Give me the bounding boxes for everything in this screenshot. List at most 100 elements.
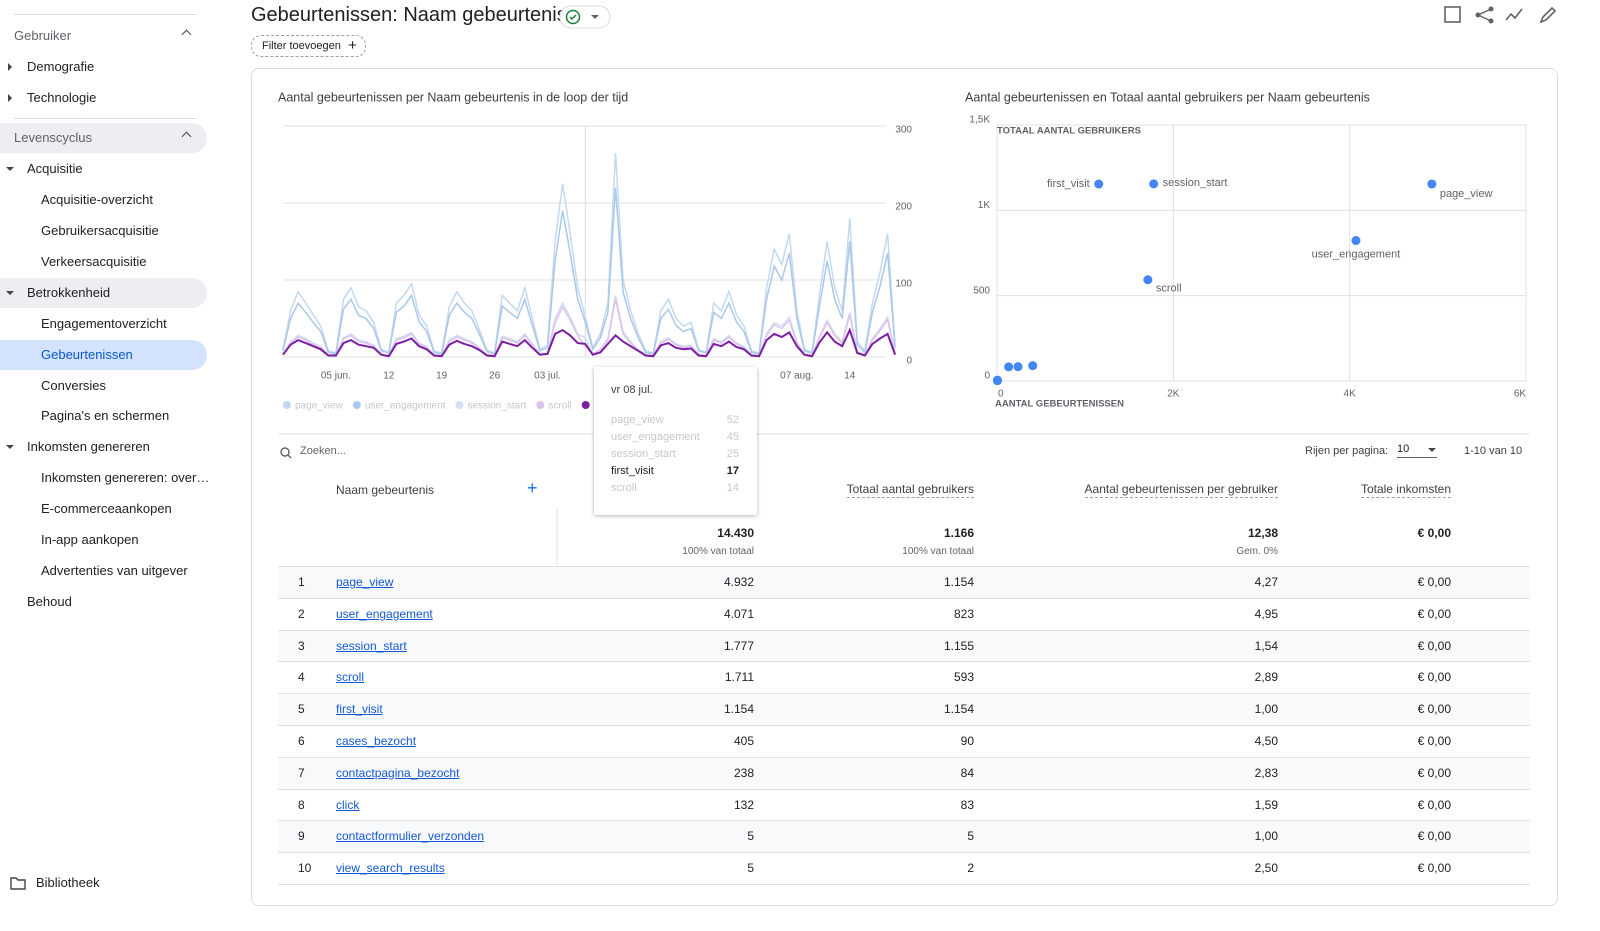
x-tick-label: 26 bbox=[489, 371, 501, 382]
table-row bbox=[278, 597, 1530, 630]
nav-item[interactable]: Gebruiker bbox=[14, 28, 72, 43]
nav-item[interactable]: Behoud bbox=[27, 594, 72, 609]
y-axis-title: TOTAAL AANTAL GEBRUIKERS bbox=[997, 126, 1141, 137]
nav-highlight bbox=[0, 278, 207, 308]
nav-item[interactable]: Levenscyclus bbox=[14, 130, 93, 145]
tooltip: vr 08 jul. page_view 52 user_engagement 45 s… bbox=[594, 367, 757, 515]
row-index: 4 bbox=[298, 670, 305, 685]
nav-item[interactable]: Demografie bbox=[27, 59, 95, 74]
nav-item[interactable]: Inkomsten genereren: over… bbox=[41, 470, 210, 485]
x-tick-label: 19 bbox=[436, 371, 448, 382]
nav-item[interactable]: In-app aankopen bbox=[41, 532, 139, 547]
cell-value: 1.777 bbox=[723, 638, 754, 653]
event-link[interactable]: user_engagement bbox=[336, 606, 433, 621]
row-index: 7 bbox=[298, 765, 305, 780]
status-chip[interactable] bbox=[559, 5, 611, 29]
cell-value: 4,50 bbox=[1254, 734, 1278, 748]
nav-item[interactable]: Inkomsten genereren bbox=[27, 439, 150, 454]
nav-item[interactable]: Gebeurtenissen bbox=[41, 347, 133, 362]
nav-item[interactable]: Acquisitie-overzicht bbox=[41, 192, 153, 207]
nav-item[interactable]: E-commerceaankopen bbox=[41, 501, 172, 516]
cell-value: 1.154 bbox=[723, 702, 754, 717]
event-link[interactable]: session_start bbox=[336, 638, 407, 653]
row-index: 3 bbox=[298, 638, 305, 653]
point-label: session_start bbox=[1163, 177, 1228, 189]
total-value: 14.430 bbox=[717, 526, 754, 540]
add-dimension[interactable]: + bbox=[527, 478, 538, 498]
x-axis-title: AANTAL GEBEURTENISSEN bbox=[995, 399, 1124, 410]
insights-icon[interactable] bbox=[1505, 8, 1523, 21]
tooltip-series: user_engagement bbox=[611, 431, 700, 443]
tooltip-value: 52 bbox=[726, 414, 739, 426]
event-link[interactable]: contactformulier_verzonden bbox=[336, 829, 485, 844]
cell-value: 1.154 bbox=[943, 575, 974, 589]
cell-value: 84 bbox=[960, 765, 974, 780]
share-icon[interactable] bbox=[1475, 6, 1494, 24]
nav-highlight bbox=[0, 123, 207, 153]
nav-item[interactable]: Acquisitie bbox=[27, 161, 83, 176]
y-tick-label: 300 bbox=[895, 125, 912, 136]
event-link[interactable]: page_view bbox=[336, 575, 394, 589]
cell-value: 1,54 bbox=[1254, 638, 1278, 653]
library-link[interactable]: Bibliotheek bbox=[36, 875, 100, 890]
cell-value: € 0,00 bbox=[1417, 861, 1451, 876]
table-bottom bbox=[278, 884, 1530, 885]
tooltip-series: page_view bbox=[611, 414, 664, 426]
tooltip-series: session_start bbox=[611, 448, 676, 460]
x-tick-label: 0 bbox=[998, 389, 1004, 400]
cell-value: 2,50 bbox=[1254, 861, 1278, 876]
cell-value: € 0,00 bbox=[1417, 575, 1451, 589]
cell-value: 1,00 bbox=[1254, 829, 1278, 844]
column-header[interactable]: Totaal aantal gebruikers bbox=[846, 482, 974, 498]
expand-arrow bbox=[6, 445, 14, 449]
cell-value: 4,95 bbox=[1254, 606, 1278, 621]
row-index: 8 bbox=[298, 797, 305, 812]
row-index: 9 bbox=[298, 829, 305, 844]
cell-value: 2 bbox=[967, 861, 974, 876]
column-header[interactable]: Aantal gebeurtenissen per gebruiker bbox=[1084, 482, 1278, 498]
sidebar: Bibliotheek Gebruiker Demografie Technolog… bbox=[0, 0, 222, 931]
nav-item[interactable]: Technologie bbox=[27, 90, 97, 105]
tooltip-value: 17 bbox=[726, 465, 739, 477]
scatter-point bbox=[992, 376, 1002, 386]
nav-item[interactable]: Engagementoverzicht bbox=[41, 316, 167, 331]
nav-item[interactable]: Verkeersacquisitie bbox=[41, 254, 147, 269]
event-link[interactable]: first_visit bbox=[336, 702, 383, 717]
chart-title: Aantal gebeurtenissen en Totaal aantal g… bbox=[965, 90, 1370, 104]
rows-per-page-select[interactable]: 10 bbox=[1397, 443, 1437, 458]
event-link[interactable]: view_search_results bbox=[336, 861, 445, 876]
cell-value: 1,00 bbox=[1254, 702, 1278, 717]
y-tick-label: 0 bbox=[906, 356, 912, 367]
filter-button[interactable]: Filter toevoegen + bbox=[251, 35, 366, 57]
x-tick-label: 2K bbox=[1167, 389, 1180, 400]
nav-item[interactable]: Pagina's en schermen bbox=[41, 408, 170, 423]
point-label: user_engagement bbox=[1312, 248, 1401, 260]
column-header[interactable]: Totale inkomsten bbox=[1360, 482, 1451, 498]
search-icon bbox=[280, 447, 290, 457]
customize-icon[interactable] bbox=[1539, 6, 1557, 24]
edit-report-icon[interactable] bbox=[1444, 6, 1461, 23]
row-index: 6 bbox=[298, 734, 305, 748]
row-index: 5 bbox=[298, 702, 305, 717]
cell-value: € 0,00 bbox=[1417, 606, 1451, 621]
cell-value: 1.155 bbox=[943, 638, 974, 653]
legend-dot bbox=[581, 401, 590, 409]
nav-item[interactable]: Betrokkenheid bbox=[27, 285, 111, 300]
cell-value: 132 bbox=[733, 797, 754, 812]
x-tick-label: 07 aug. bbox=[780, 371, 813, 382]
search-input[interactable]: Zoeken... bbox=[300, 445, 346, 457]
nav-item[interactable]: Advertenties van uitgever bbox=[41, 563, 188, 578]
nav-item[interactable]: Gebruikersacquisitie bbox=[41, 223, 159, 238]
event-link[interactable]: click bbox=[336, 797, 360, 812]
y-tick-label: 0 bbox=[984, 371, 990, 382]
cell-value: 823 bbox=[953, 606, 974, 621]
cell-value: 1,59 bbox=[1254, 797, 1278, 812]
table-row bbox=[278, 566, 1530, 598]
nav-item[interactable]: Conversies bbox=[41, 378, 107, 393]
tooltip-value: 25 bbox=[726, 448, 739, 460]
scatter-point bbox=[1351, 236, 1361, 246]
event-link[interactable]: cases_bezocht bbox=[336, 734, 417, 748]
event-link[interactable]: contactpagina_bezocht bbox=[336, 765, 460, 780]
event-link[interactable]: scroll bbox=[336, 670, 365, 685]
